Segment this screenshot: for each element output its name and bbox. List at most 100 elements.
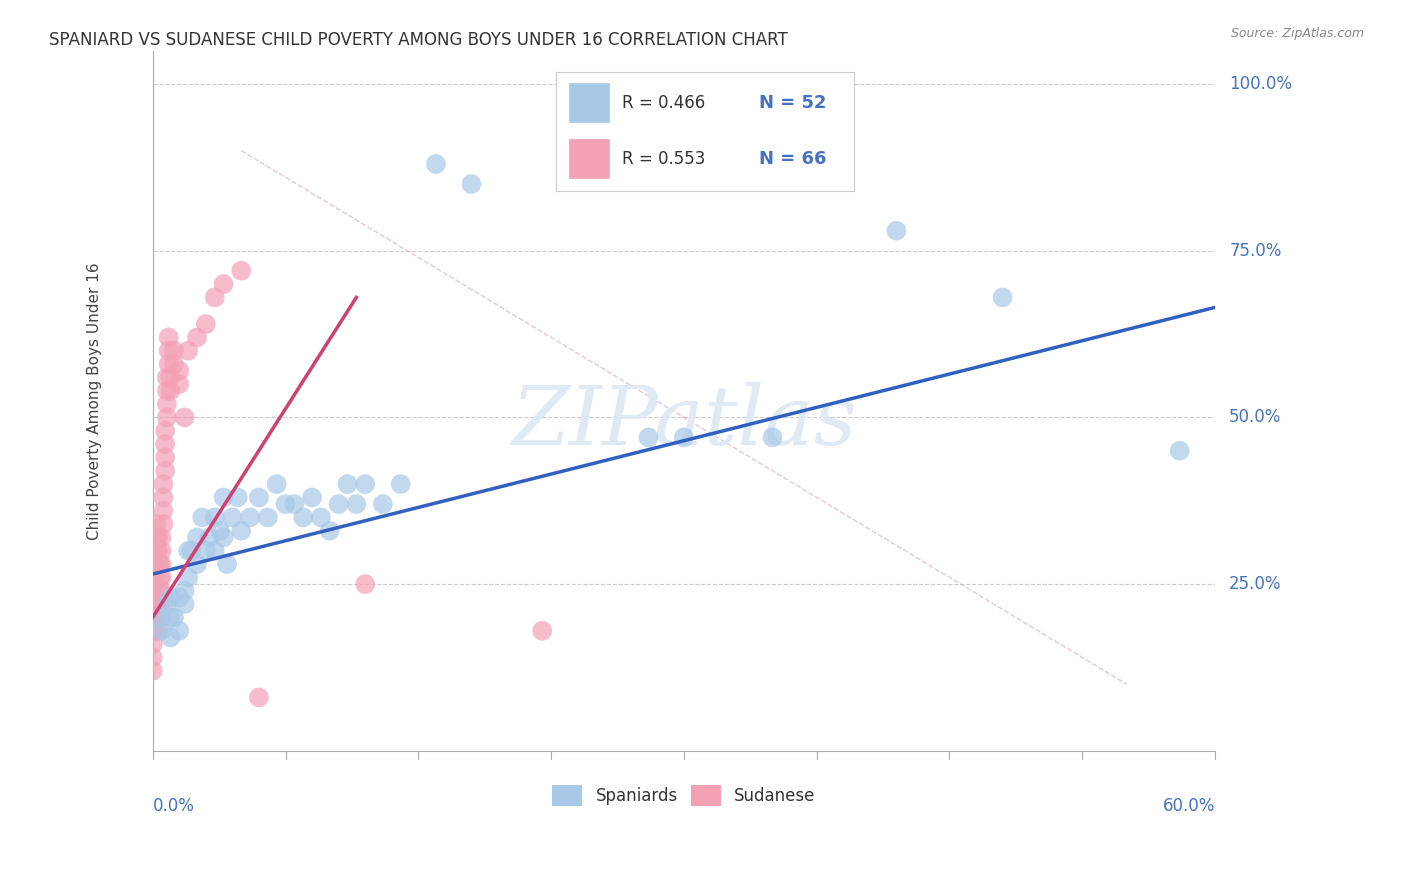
Point [169, 364, 191, 378]
Text: SPANIARD VS SUDANESE CHILD POVERTY AMONG BOYS UNDER 16 CORRELATION CHART: SPANIARD VS SUDANESE CHILD POVERTY AMONG… [49, 31, 787, 49]
Point [153, 437, 176, 451]
Point [142, 570, 165, 584]
Point [149, 557, 172, 571]
Point [186, 557, 208, 571]
Point [256, 510, 278, 524]
Point [152, 504, 174, 518]
Point [991, 290, 1014, 304]
Point [247, 491, 270, 505]
Point [191, 510, 214, 524]
Point [150, 610, 173, 624]
Point [145, 543, 167, 558]
Point [672, 430, 695, 444]
Point [159, 370, 181, 384]
Point [425, 157, 447, 171]
Point [186, 330, 208, 344]
Point [221, 510, 243, 524]
Point [283, 497, 305, 511]
Point [150, 543, 173, 558]
Point [142, 543, 165, 558]
Point [143, 610, 166, 624]
Point [173, 583, 195, 598]
Point [142, 583, 165, 598]
Point [152, 491, 174, 505]
Point [149, 570, 172, 584]
Point [344, 497, 367, 511]
Point [180, 543, 202, 558]
Point [460, 177, 482, 191]
Point [146, 557, 169, 571]
Point [309, 510, 332, 524]
Point [266, 477, 288, 491]
Point [145, 597, 167, 611]
Point [239, 510, 262, 524]
Point [292, 510, 315, 524]
Point [159, 631, 181, 645]
Point [274, 497, 297, 511]
Point [194, 317, 217, 331]
Point [142, 624, 165, 638]
Point [371, 497, 394, 511]
Point [177, 343, 200, 358]
Point [212, 277, 235, 291]
Point [204, 543, 226, 558]
Text: 50.0%: 50.0% [1229, 409, 1282, 426]
Point [886, 224, 908, 238]
Point [157, 357, 180, 371]
Point [177, 543, 200, 558]
Point [204, 290, 226, 304]
Point [204, 510, 226, 524]
Point [153, 450, 176, 465]
Text: 0.0%: 0.0% [153, 797, 194, 815]
Point [156, 370, 179, 384]
Point [169, 591, 191, 605]
Text: 75.0%: 75.0% [1229, 242, 1282, 260]
Point [169, 377, 191, 392]
Point [153, 424, 176, 438]
Point [247, 690, 270, 705]
Point [177, 570, 200, 584]
Point [157, 330, 180, 344]
Point [354, 477, 377, 491]
Point [152, 517, 174, 532]
Point [150, 583, 173, 598]
Point [145, 610, 167, 624]
Point [761, 430, 783, 444]
Point [328, 497, 350, 511]
Point [531, 624, 554, 638]
Point [146, 543, 169, 558]
Point [301, 491, 323, 505]
Point [150, 530, 173, 544]
Point [226, 491, 249, 505]
Text: 100.0%: 100.0% [1229, 75, 1292, 93]
Text: 25.0%: 25.0% [1229, 575, 1282, 593]
Point [319, 524, 342, 538]
Point [212, 530, 235, 544]
Point [142, 597, 165, 611]
Point [163, 343, 186, 358]
Point [150, 557, 173, 571]
Point [1168, 443, 1191, 458]
Point [217, 557, 239, 571]
Text: 60.0%: 60.0% [1163, 797, 1215, 815]
Text: Child Poverty Among Boys Under 16: Child Poverty Among Boys Under 16 [87, 262, 101, 540]
Text: Source: ZipAtlas.com: Source: ZipAtlas.com [1230, 27, 1364, 40]
Point [142, 664, 165, 678]
Point [212, 491, 235, 505]
Point [143, 597, 166, 611]
Point [149, 583, 172, 598]
Point [198, 530, 221, 544]
Point [152, 477, 174, 491]
Point [157, 343, 180, 358]
Point [150, 570, 173, 584]
Point [156, 410, 179, 425]
Point [159, 384, 181, 398]
Point [142, 557, 165, 571]
Point [149, 610, 172, 624]
Point [143, 570, 166, 584]
Text: ZIPatlas: ZIPatlas [512, 382, 856, 462]
Point [146, 597, 169, 611]
Point [163, 357, 186, 371]
Point [146, 530, 169, 544]
Point [389, 477, 412, 491]
